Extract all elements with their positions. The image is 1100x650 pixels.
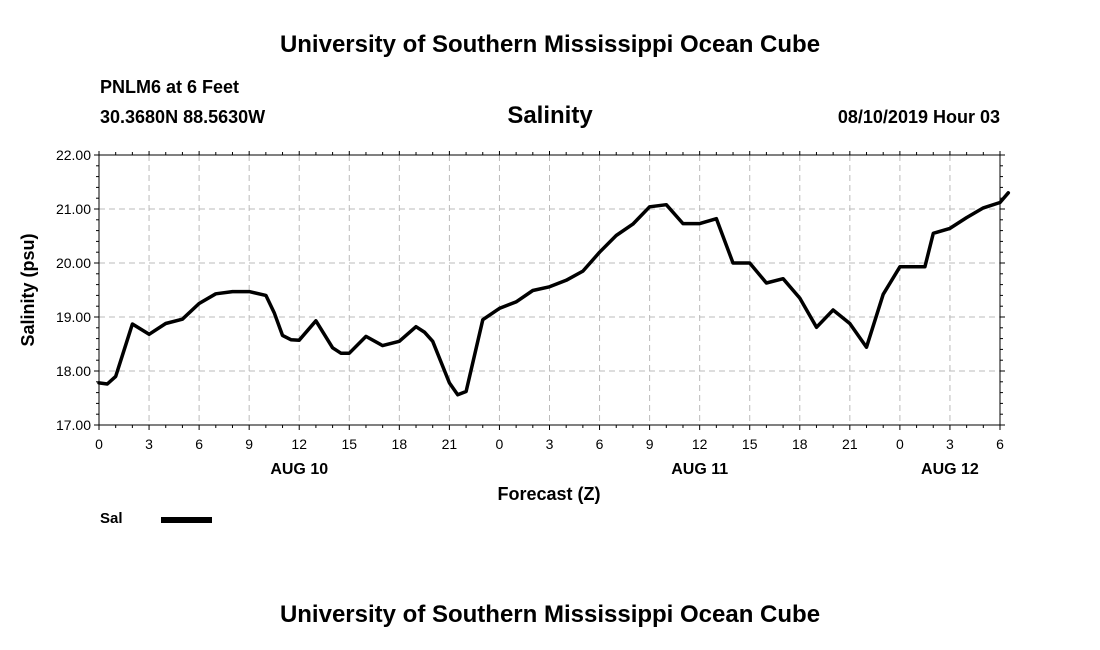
x-tick-label: 18 (792, 436, 808, 452)
y-tick-label: 19.00 (56, 309, 91, 325)
x-tick-label: 21 (442, 436, 458, 452)
x-tick-label: 12 (291, 436, 307, 452)
x-tick-label: 18 (392, 436, 408, 452)
y-axis-label: Salinity (psu) (18, 233, 38, 346)
top-title: University of Southern Mississippi Ocean… (279, 31, 821, 58)
y-tick-label: 22.00 (56, 147, 91, 163)
x-tick-label: 21 (842, 436, 858, 452)
x-tick-label: 0 (496, 436, 504, 452)
forecast-datetime: 08/10/2019 Hour 03 (837, 107, 1000, 127)
station-label: PNLM6 at 6 Feet (100, 77, 240, 97)
y-tick-label: 18.00 (56, 363, 91, 379)
series-line-sal (97, 191, 1011, 397)
legend-label: Sal (100, 510, 123, 527)
chart-title: Salinity (507, 102, 593, 129)
y-tick-label: 17.00 (56, 417, 91, 433)
x-tick-label: 15 (341, 436, 357, 452)
x-tick-label: 9 (245, 436, 253, 452)
legend-swatch (161, 517, 212, 523)
x-axis-label: Forecast (Z) (497, 484, 600, 504)
x-tick-label: 6 (195, 436, 203, 452)
bottom-title: University of Southern Mississippi Ocean… (279, 601, 821, 628)
station-coords: 30.3680N 88.5630W (100, 107, 266, 127)
x-tick-label: 6 (596, 436, 604, 452)
x-tick-label: 3 (546, 436, 554, 452)
x-tick-label: 3 (946, 436, 954, 452)
day-label: AUG 11 (671, 461, 728, 478)
y-tick-label: 20.00 (56, 255, 91, 271)
x-tick-label: 0 (896, 436, 904, 452)
x-tick-label: 3 (145, 436, 153, 452)
x-tick-label: 9 (646, 436, 654, 452)
x-tick-label: 15 (742, 436, 758, 452)
x-tick-label: 0 (95, 436, 103, 452)
y-tick-label: 21.00 (56, 201, 91, 217)
day-label: AUG 10 (270, 461, 328, 478)
day-label: AUG 12 (921, 461, 979, 478)
x-tick-label: 12 (692, 436, 708, 452)
x-tick-label: 6 (996, 436, 1004, 452)
